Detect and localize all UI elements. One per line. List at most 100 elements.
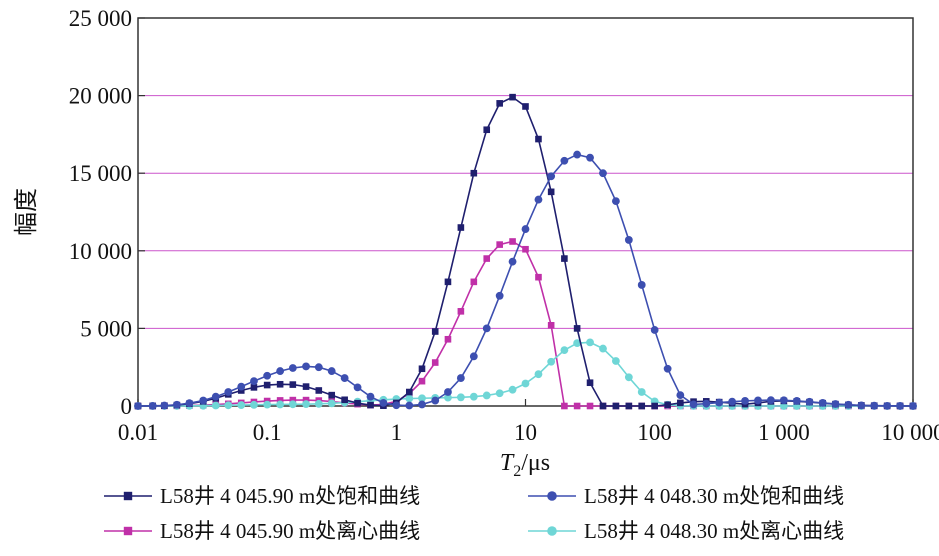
data-point [250,384,258,391]
data-point [599,344,607,353]
data-point [612,402,620,410]
data-point [766,396,775,405]
data-point [418,377,426,385]
x-axis-title-main: T [500,450,515,476]
data-point [288,364,297,372]
data-point [521,225,530,233]
data-point [315,387,323,394]
data-point [418,400,426,409]
data-point [418,365,426,373]
legend-item-1: L58井 4 048.30 m处饱和曲线 [528,484,844,508]
series-line [137,153,914,407]
data-point [508,257,517,266]
data-point [172,400,181,409]
data-point [134,402,142,410]
data-point [638,402,646,410]
data-point [586,402,594,410]
data-point [328,391,336,399]
data-point [469,352,478,361]
legend-item-3: L58井 4 048.30 m处离心曲线 [528,519,844,543]
data-point [522,245,529,253]
data-point [637,388,646,396]
data-point [457,308,465,315]
data-point [405,394,414,403]
data-point [779,396,788,405]
data-point [276,400,285,409]
data-point [314,363,323,372]
data-point [470,278,478,286]
data-point [341,396,348,404]
data-point [754,396,762,405]
data-point [444,393,452,402]
data-point [573,325,581,332]
data-point [185,399,194,408]
data-point [521,379,530,388]
data-point [870,401,879,410]
data-point [263,381,271,389]
data-point [883,401,892,410]
data-point [302,400,310,409]
data-point [677,399,684,407]
data-point [573,339,582,348]
data-point [534,195,543,204]
data-point [715,398,724,407]
data-point [276,367,285,375]
x-axis-title-unit: /μs [521,450,550,476]
data-point [379,398,388,407]
data-point [909,402,917,410]
data-point [560,346,569,355]
data-point [495,291,504,300]
x-tick-label: 10 [514,420,537,445]
series-1 [134,150,917,410]
legend-marker [547,526,557,536]
data-point [547,188,555,196]
y-tick-label: 5 000 [80,316,132,341]
data-point [831,400,840,408]
data-point [599,402,607,410]
data-point [353,383,362,392]
data-point [676,391,685,400]
data-point [561,402,568,410]
data-point [624,236,633,244]
data-point [250,400,258,409]
data-point [857,401,866,410]
legend-marker [547,491,557,501]
data-point [535,135,542,143]
data-point [160,401,169,410]
data-point [805,397,814,406]
data-point [405,401,414,410]
legend-label: L58井 4 045.90 m处离心曲线 [160,519,420,543]
data-point [508,385,517,394]
legend-item-0: L58井 4 045.90 m处饱和曲线 [104,484,420,508]
x-tick-label: 0.01 [118,420,158,445]
data-point [483,126,491,134]
data-point [573,150,582,159]
data-point [792,396,801,405]
data-point [637,281,646,289]
legend-item-2: L58井 4 045.90 m处离心曲线 [104,519,420,543]
data-point [263,371,272,380]
x-axis-title-sub: 2 [513,463,521,480]
data-point [302,362,310,371]
x-tick-label: 10 000 [881,420,939,445]
data-point [250,377,258,386]
data-point [586,338,594,347]
data-point [651,402,658,410]
data-point [148,401,157,410]
data-point [263,400,272,409]
data-point [224,401,233,410]
y-axis-title: 幅度 [13,188,40,236]
data-point [431,328,439,335]
x-tick-label: 0.1 [253,420,282,445]
x-tick-label: 100 [637,420,672,445]
data-point [611,197,620,206]
y-tick-label: 20 000 [69,84,132,109]
data-point [327,399,336,408]
data-point [444,388,452,396]
legend-label: L58井 4 048.30 m处饱和曲线 [584,484,844,508]
data-point [663,364,672,373]
data-point [288,400,297,409]
data-point [547,172,556,181]
